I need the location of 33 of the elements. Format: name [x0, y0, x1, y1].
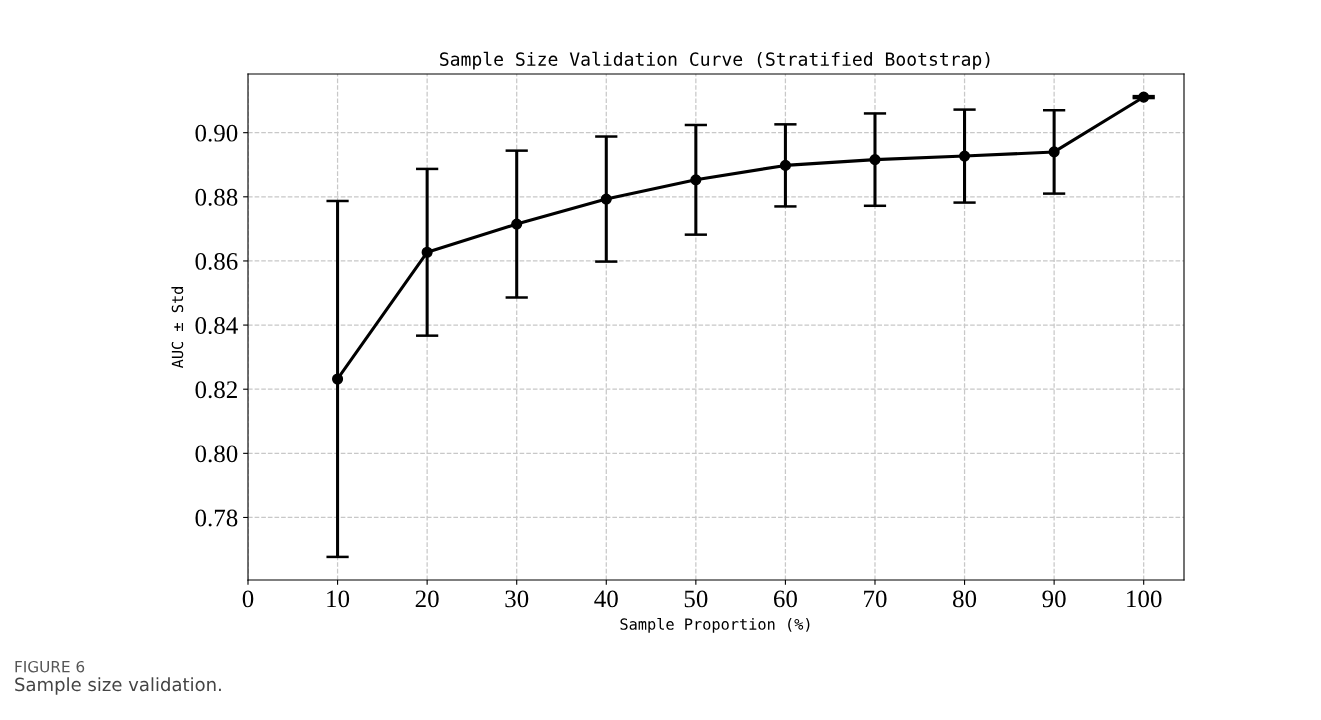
point — [511, 218, 523, 230]
y-tick-label: 0.86 — [195, 252, 238, 270]
x-tick-label: 50 — [684, 590, 708, 608]
point — [869, 154, 881, 166]
x-tick-label: 70 — [864, 590, 887, 608]
point — [600, 193, 612, 205]
y-tick-label: 0.78 — [195, 509, 238, 527]
x-tick-label: 30 — [505, 590, 529, 608]
point — [690, 174, 702, 186]
text: Sample size validation. — [15, 677, 221, 695]
point — [1048, 146, 1060, 158]
chart-title: Sample Size Validation Curve (Stratified Bootstrap) — [440, 51, 990, 70]
point — [421, 246, 433, 258]
x-tick-label: 90 — [1042, 590, 1066, 608]
y-tick-label: 0.88 — [195, 188, 238, 206]
caption: FIGURE 6 — [15, 660, 85, 673]
y-tick-label: 0.90 — [195, 124, 238, 142]
y-tick-label: 0.84 — [195, 317, 238, 335]
x-tick-label: 10 — [327, 590, 350, 608]
point — [779, 159, 791, 171]
y-tick-label: 0.82 — [195, 381, 237, 399]
x-tick-label: 40 — [594, 590, 618, 608]
x-tick-label: 0 — [242, 590, 254, 608]
point — [1138, 91, 1150, 103]
x-tick-label: 20 — [415, 590, 439, 608]
x-tick-label: 80 — [953, 590, 977, 608]
x-tick-label: 100 — [1127, 590, 1162, 608]
x-axis-title: Sample Proportion (%) — [620, 617, 810, 633]
y-axis-title: AUC ± Std — [171, 287, 184, 369]
y-tick-label: 0.80 — [195, 445, 238, 463]
point — [332, 373, 344, 385]
point — [958, 150, 971, 162]
x-tick-label: 60 — [773, 590, 797, 608]
